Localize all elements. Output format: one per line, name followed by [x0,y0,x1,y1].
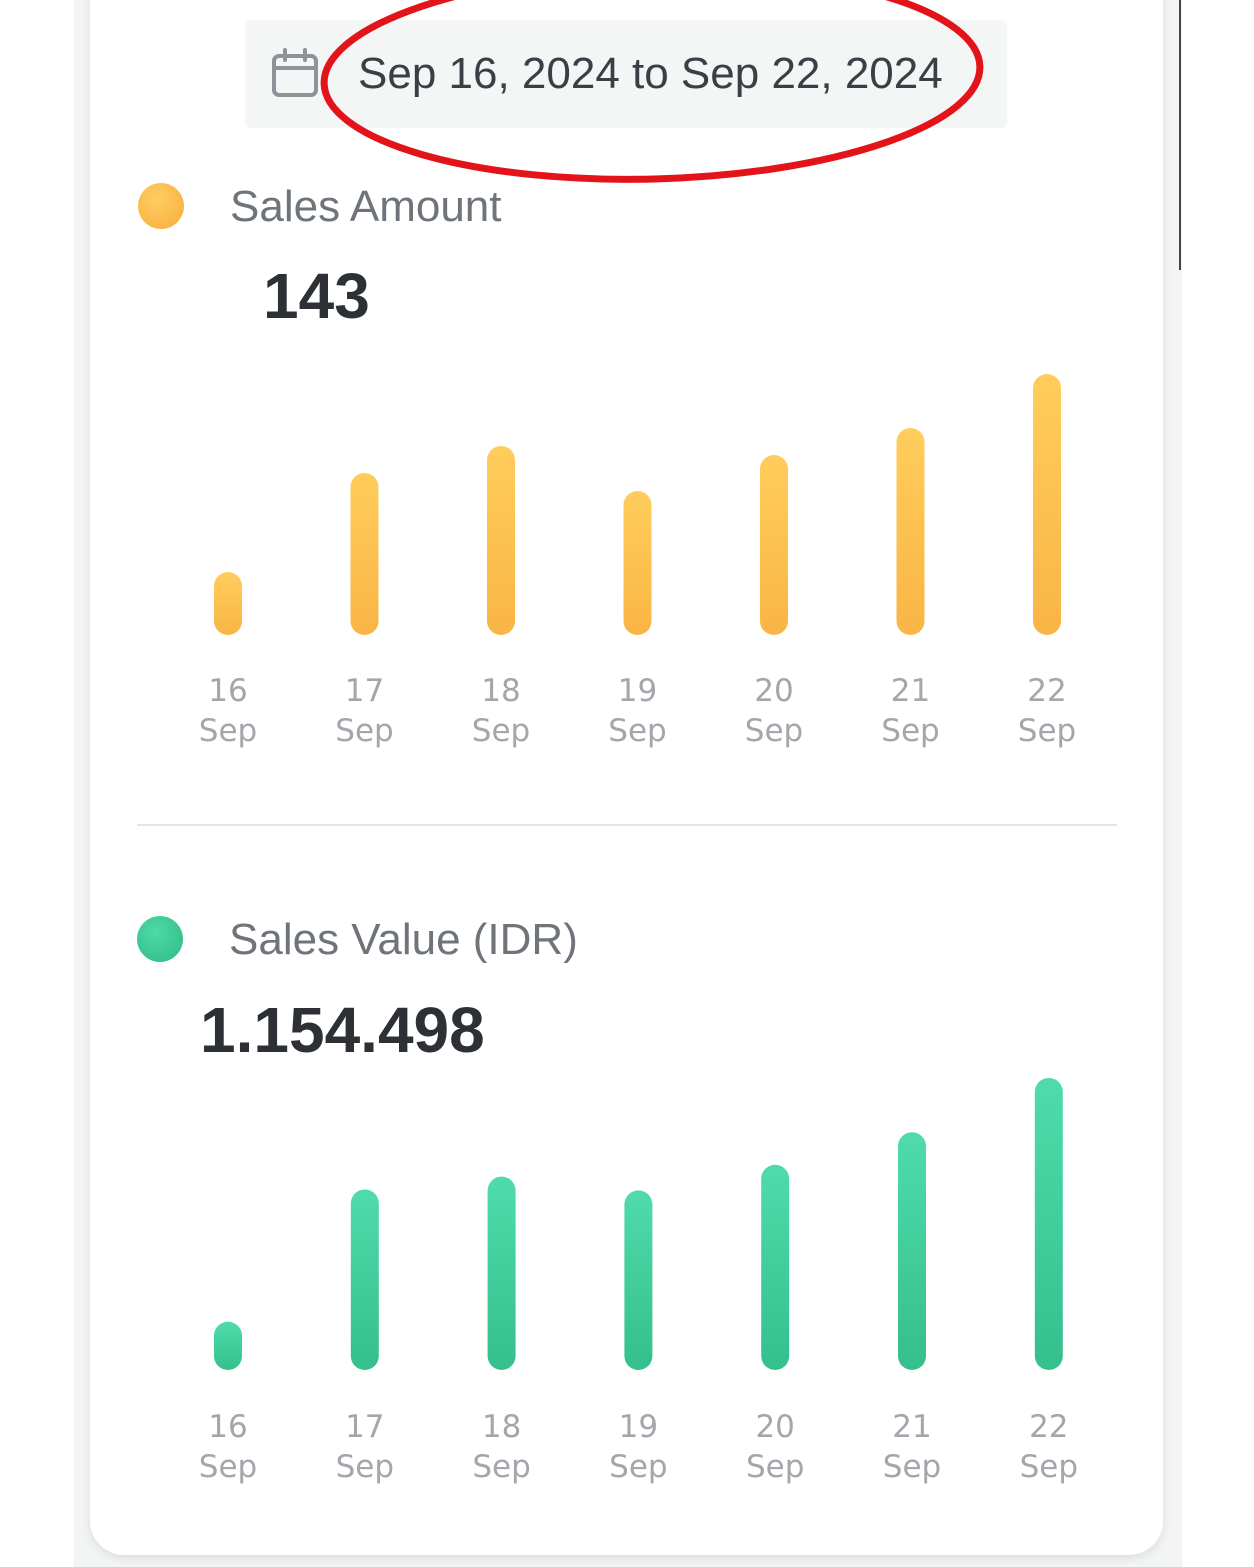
sales-amount-bars [214,374,1061,635]
sales-amount-tick-label: 19 Sep [608,673,667,749]
sales-amount-bar-17-sep[interactable] [350,473,379,635]
sales-amount-bar-22-sep[interactable] [1033,374,1061,635]
sales-value-legend-dot [137,916,183,962]
sales-amount-tick-label: 17 Sep [335,673,394,749]
sales-value-bar-16-sep[interactable] [214,1321,242,1370]
calendar-icon [272,48,318,97]
sales-value-bar-20-sep[interactable] [761,1164,790,1370]
sales-value-tick-label: 21 Sep [882,1409,942,1485]
sales-value-tick-label: 17 Sep [335,1409,395,1485]
screen-edge [1179,0,1181,270]
sales-amount-bar-18-sep[interactable] [487,446,515,635]
sales-value-tick-label: 16 Sep [198,1409,258,1485]
sales-value-bar-21-sep[interactable] [898,1132,926,1370]
sales-value-tick-label: 18 Sep [472,1409,531,1485]
sales-amount-tick-label: 16 Sep [198,673,258,749]
sales-amount-bar-20-sep[interactable] [760,455,788,635]
sales-amount-label: Sales Amount [230,182,502,231]
sales-amount-tick-label: 18 Sep [471,673,531,749]
sales-amount-tick-label: 20 Sep [744,673,804,749]
sales-amount-bar-16-sep[interactable] [214,572,242,635]
sales-value-tick-label: 19 Sep [609,1409,668,1485]
sales-value-tick-label: 22 Sep [1019,1409,1079,1485]
sales-value-bar-18-sep[interactable] [487,1176,516,1370]
sales-value-bar-19-sep[interactable] [624,1190,653,1370]
sales-value-total: 1.154.498 [200,994,485,1066]
sales-value-chart: 16 Sep 17 Sep 18 Sep 19 Sep 20 Sep 21 Sep 22 Sep [160,1060,1120,1500]
sales-amount-tick-label: 21 Sep [881,673,940,749]
sales-amount-chart: 16 Sep 17 Sep 18 Sep 19 Sep 20 Sep 21 Sep 22 Sep [160,360,1120,760]
sales-amount-bar-19-sep[interactable] [623,491,652,635]
sales-amount-total: 143 [263,260,370,332]
date-range-label[interactable]: Sep 16, 2024 to Sep 22, 2024 [358,49,943,98]
sales-value-tick-label: 20 Sep [745,1409,805,1485]
sales-amount-tick-label: 22 Sep [1017,673,1077,749]
sales-amount-bar-21-sep[interactable] [896,428,925,635]
sales-value-bar-17-sep[interactable] [350,1189,379,1370]
sales-value-bar-22-sep[interactable] [1034,1077,1063,1370]
sales-value-label: Sales Value (IDR) [229,915,578,964]
sales-value-bars [214,1077,1063,1370]
sales-amount-legend-dot [138,183,184,229]
section-divider [137,824,1117,826]
